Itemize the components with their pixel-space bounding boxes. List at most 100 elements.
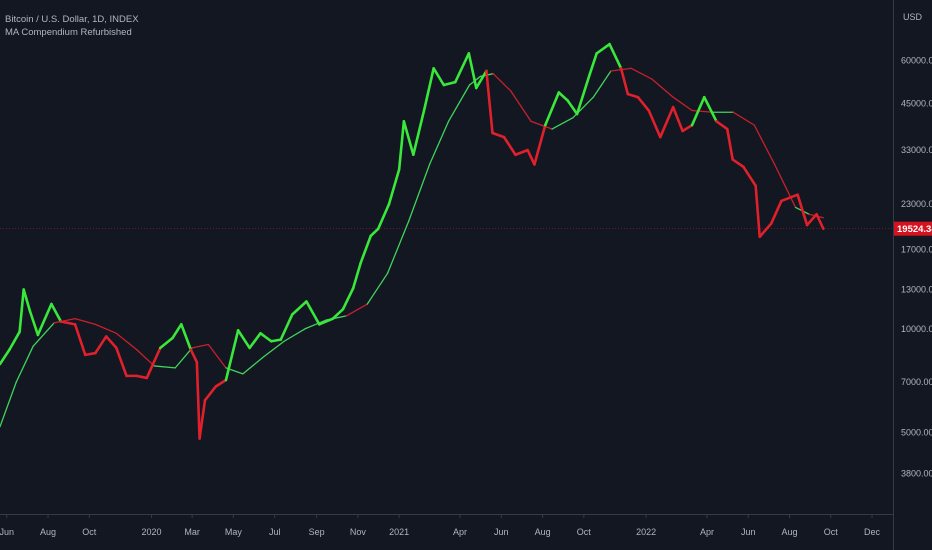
price-segment — [608, 42, 623, 70]
symbol-title[interactable]: Bitcoin / U.S. Dollar, 1D, INDEX — [5, 14, 139, 25]
price-segment — [619, 67, 630, 96]
x-tick-label: Apr — [700, 527, 714, 537]
y-tick-label: 33000.00 — [901, 145, 932, 155]
price-segment — [28, 309, 40, 337]
price-segment — [198, 398, 207, 440]
price-segment — [115, 346, 128, 378]
price-segment — [224, 328, 240, 382]
price-segment — [557, 91, 569, 102]
x-tick-label: Aug — [40, 527, 56, 537]
price-segment — [402, 120, 415, 157]
price-segment — [742, 165, 757, 188]
indicator-title[interactable]: MA Compendium Refurbished — [5, 27, 132, 38]
ma-segment — [366, 272, 389, 305]
price-segment — [376, 202, 391, 231]
price-segment — [331, 307, 345, 320]
price-segment — [575, 72, 592, 116]
price-segment — [566, 99, 579, 116]
price-segment — [442, 80, 457, 87]
x-tick-label: May — [225, 527, 243, 537]
x-tick-label: Jun — [741, 527, 756, 537]
price-segment — [432, 67, 446, 87]
ma-segment — [510, 90, 532, 122]
price-segment — [474, 69, 488, 90]
x-tick-label: Aug — [535, 527, 551, 537]
ma-segment — [407, 163, 431, 223]
price-segment — [359, 234, 373, 265]
ma-segment — [345, 303, 369, 317]
ma-segment — [386, 220, 410, 274]
y-tick-label: 10000.00 — [901, 324, 932, 334]
price-segment — [467, 52, 478, 90]
price-segment — [318, 317, 335, 326]
price-segment — [769, 199, 783, 225]
price-segment — [805, 212, 818, 227]
price-segment — [796, 193, 809, 227]
y-tick-label: 45000.00 — [901, 99, 932, 109]
ma-segment — [304, 319, 327, 330]
ma-segment — [174, 347, 193, 369]
ma-segment — [651, 78, 674, 98]
y-tick-label: 7000.00 — [901, 377, 932, 387]
price-segment — [248, 332, 262, 350]
price-segment — [18, 288, 25, 334]
price-segment — [412, 105, 427, 157]
price-segment — [290, 300, 308, 316]
price-segment — [815, 212, 825, 230]
price-segment — [514, 148, 529, 157]
ma-segment — [32, 322, 55, 347]
price-segment — [595, 42, 611, 55]
price-segment — [725, 127, 734, 161]
ma-segment — [492, 73, 512, 92]
ma-segment — [753, 124, 776, 166]
price-segment — [135, 374, 149, 380]
price-segment — [681, 123, 694, 133]
price-segment — [214, 378, 228, 388]
y-tick-label: 23000.00 — [901, 199, 932, 209]
price-segment — [195, 360, 201, 440]
ma-segment — [153, 365, 176, 369]
price-segment — [36, 302, 53, 337]
price-segment — [171, 323, 183, 340]
price-segment — [702, 95, 718, 123]
x-tick-label: Sep — [309, 527, 325, 537]
x-tick-label: Oct — [82, 527, 97, 537]
ma-segment — [94, 323, 118, 334]
x-tick-label: 2022 — [636, 527, 656, 537]
x-tick-label: Oct — [577, 527, 592, 537]
last-price-badge — [894, 221, 932, 236]
price-segment — [73, 323, 87, 357]
ma-segment — [53, 317, 76, 324]
price-segment — [189, 348, 199, 364]
price-segment — [636, 95, 651, 112]
price-segment — [647, 109, 662, 139]
ma-segment — [15, 345, 34, 383]
price-segment — [715, 120, 729, 131]
ma-segment — [773, 163, 797, 209]
price-segment — [50, 302, 63, 323]
price-segment — [203, 385, 218, 402]
price-segment — [690, 95, 706, 127]
price-segment — [485, 69, 494, 135]
x-tick-label: Jul — [269, 527, 281, 537]
price-segment — [543, 91, 561, 127]
ma-segment — [115, 332, 138, 351]
price-segment — [351, 261, 362, 290]
x-tick-label: 2021 — [389, 527, 409, 537]
price-segment — [533, 123, 547, 166]
ma-segment — [0, 381, 17, 428]
price-segment — [269, 338, 283, 343]
price-segment — [491, 131, 506, 139]
price-segment — [626, 92, 640, 99]
chart-legend: Bitcoin / U.S. Dollar, 1D, INDEX MA Comp… — [5, 13, 139, 39]
ma-segment — [242, 356, 265, 375]
last-price-label: 19524.34 — [897, 224, 932, 235]
price-segment — [236, 328, 251, 350]
price-segment — [423, 67, 435, 109]
x-tick-label: 2020 — [141, 527, 161, 537]
price-segment — [22, 288, 32, 312]
ma-segment — [447, 84, 471, 122]
price-segment — [180, 323, 193, 351]
